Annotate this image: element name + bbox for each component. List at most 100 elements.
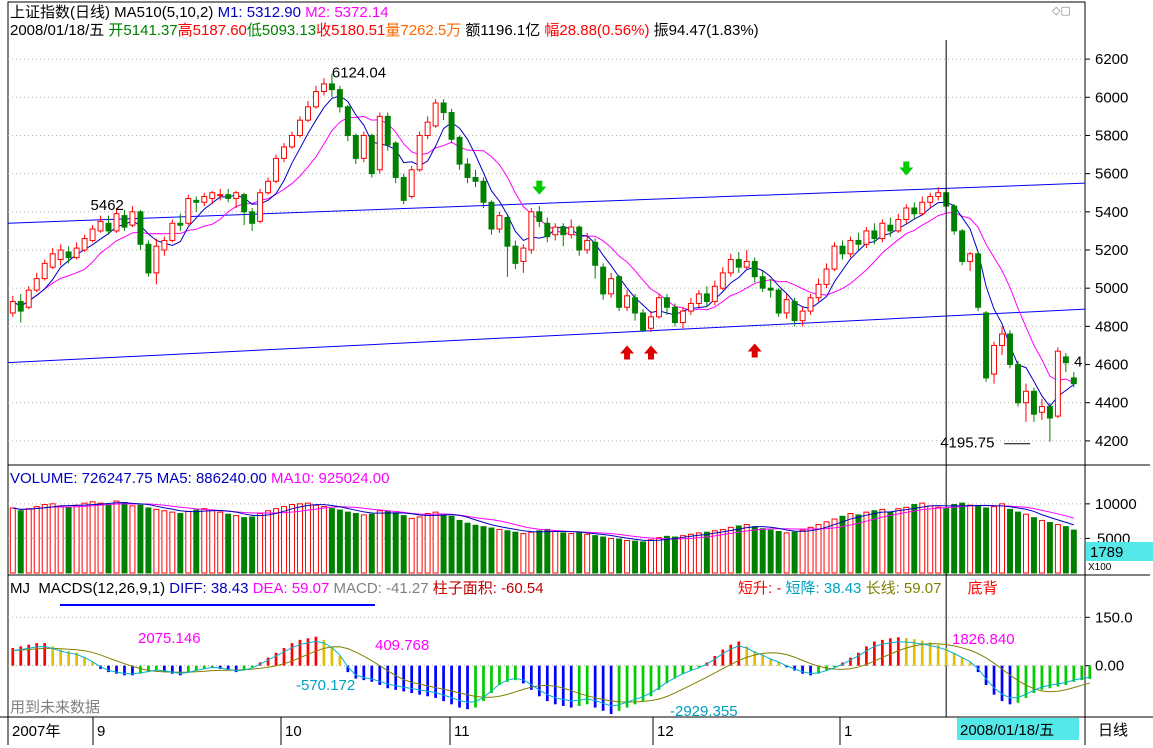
candle-body <box>991 344 998 375</box>
x-axis-label-1: 9 <box>97 723 105 740</box>
macd-area: 柱子面积: -60.54 <box>432 580 544 597</box>
candle-body <box>177 222 184 226</box>
price-tick-label-9: 4400 <box>1095 395 1128 412</box>
volume-bar <box>185 510 192 574</box>
volume-bar <box>608 537 615 574</box>
volume-bar <box>241 517 248 574</box>
volume-bar <box>233 515 240 574</box>
candle-body <box>576 226 583 251</box>
candle-body <box>727 259 734 274</box>
candle-body <box>57 249 64 261</box>
candle-body <box>1070 377 1077 385</box>
volume-bar <box>145 507 152 574</box>
volume-bar <box>496 528 503 574</box>
volume-bar <box>943 508 950 574</box>
window-control-icon[interactable]: ◇▢ <box>1052 5 1071 17</box>
macd-bottom-div: 底背 <box>967 580 998 597</box>
candle-body <box>33 278 40 291</box>
candle-body <box>512 245 519 264</box>
volume-bar <box>57 505 64 574</box>
volume-ma5: MA5: 886240.00 <box>156 470 267 487</box>
volume-bar <box>1015 511 1021 574</box>
diff-line <box>12 640 1090 707</box>
volume-bar <box>249 516 256 574</box>
candle-body <box>368 134 375 175</box>
candle-body <box>169 222 176 241</box>
price-tick-label-0: 6200 <box>1095 51 1128 68</box>
volume-bar <box>959 502 966 574</box>
candle-body <box>1015 364 1021 404</box>
candle-body <box>544 222 551 238</box>
candle-body <box>815 283 822 299</box>
candle-body <box>41 262 48 280</box>
volume-bar <box>440 513 447 574</box>
candle-body <box>735 259 742 268</box>
volume-bar <box>903 506 910 574</box>
candle-body <box>1054 350 1061 417</box>
volume-bar <box>416 516 423 574</box>
volume-bar <box>703 531 710 574</box>
volume-bar <box>368 513 375 574</box>
volume-tick-label-0: 10000 <box>1095 496 1137 513</box>
volume-bar <box>193 509 200 574</box>
candle-body <box>560 226 567 236</box>
candle-body <box>520 247 527 262</box>
candle-body <box>624 295 631 308</box>
price-tick-label-1: 6000 <box>1095 89 1128 106</box>
trend-line-lower <box>7 308 1086 364</box>
candle-body <box>687 302 694 312</box>
candle-body <box>983 312 990 379</box>
volume-bar <box>632 540 639 574</box>
quote-low: 低5093.13 <box>246 22 317 39</box>
volume-bar <box>1030 517 1037 574</box>
dea-line <box>12 643 1090 703</box>
candle-body <box>217 194 224 197</box>
candle-body <box>719 272 726 289</box>
candle-body <box>225 194 232 199</box>
volume-bar <box>983 507 990 574</box>
candle-body <box>400 176 407 201</box>
volume-bar <box>927 505 934 574</box>
candle-body <box>855 239 862 245</box>
volume-bar <box>735 525 742 574</box>
macd-long-line: 长线: 59.07 <box>865 580 942 597</box>
current-volume-box <box>1086 542 1153 561</box>
x-axis-label-5: 1 <box>844 723 852 740</box>
volume-value: VOLUME: 726247.75 <box>10 470 153 487</box>
sell-arrow-icon <box>532 180 547 195</box>
candle-body <box>257 192 264 222</box>
macd-name: MACDS(12,26,9,1) <box>38 580 166 597</box>
volume-bar <box>759 528 766 574</box>
x-axis-label-2: 10 <box>285 723 302 740</box>
right-cut-label: 4 <box>1074 354 1082 371</box>
volume-bar <box>344 511 351 574</box>
current-volume-label: 1789 <box>1090 544 1123 561</box>
candle-body <box>919 201 926 215</box>
price-tick-label-6: 5000 <box>1095 280 1128 297</box>
volume-bar <box>488 527 495 574</box>
candle-body <box>241 194 248 213</box>
volume-bar <box>265 510 272 574</box>
candle-body <box>312 91 319 108</box>
volume-bar <box>472 524 479 574</box>
candle-body <box>408 169 415 198</box>
volume-bar <box>640 541 647 574</box>
low-label: 4195.75 <box>940 435 994 452</box>
volume-bar <box>656 537 662 574</box>
candle-body <box>297 119 303 136</box>
volume-bar <box>616 538 623 574</box>
volume-bar <box>560 532 567 574</box>
ma10-line <box>12 115 1075 384</box>
candle-body <box>392 142 399 178</box>
volume-bar <box>33 506 40 574</box>
volume-bar <box>911 504 918 574</box>
price-tick-label-10: 4200 <box>1095 433 1128 450</box>
candle-body <box>193 199 200 203</box>
quote-close: 收5180.51 <box>316 22 386 39</box>
candle-body <box>656 297 662 318</box>
candle-body <box>632 297 639 314</box>
buy-arrow-icon <box>747 343 762 358</box>
volume-bar <box>839 515 846 574</box>
volume-bar <box>743 524 750 574</box>
macd-annotation-0: 2075.146 <box>138 630 201 647</box>
